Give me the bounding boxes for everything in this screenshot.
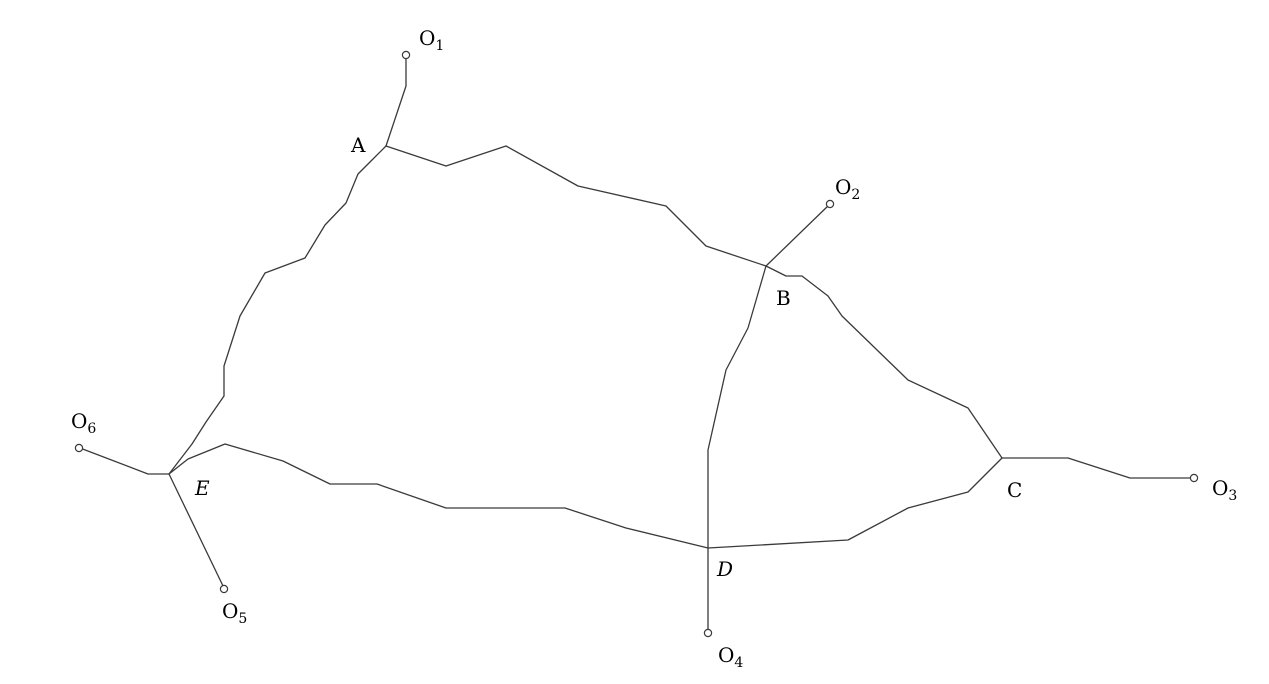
terminal-label-o6: O6 <box>71 409 96 437</box>
terminal-label-o4: O4 <box>718 643 743 671</box>
edge-c-o3 <box>1001 457 1195 479</box>
node-label-d: D <box>716 557 733 581</box>
terminal-o4-marker <box>703 628 713 638</box>
node-label-e: E <box>194 476 210 500</box>
node-label-c: C <box>1007 478 1022 502</box>
terminal-label-o2: O2 <box>835 175 860 203</box>
terminal-o2-marker <box>825 199 835 209</box>
edge-b-d <box>707 265 767 549</box>
terminal-o3-marker <box>1189 473 1199 483</box>
node-label-b: B <box>776 286 791 310</box>
terminal-label-o1: O1 <box>419 26 444 54</box>
edge-b-c <box>765 265 1003 459</box>
terminal-o6-marker <box>74 443 84 453</box>
node-label-a: A <box>350 133 366 157</box>
edge-e-d <box>168 443 709 549</box>
terminal-o5-marker <box>219 584 229 594</box>
edge-a-o1 <box>385 55 407 147</box>
terminal-o1-marker <box>401 50 411 60</box>
terminal-label-o5: O5 <box>222 599 247 627</box>
edge-e-o6 <box>79 447 170 475</box>
edge-e-o5 <box>168 473 225 589</box>
edge-d-c <box>707 457 1003 549</box>
edge-a-b <box>385 145 767 267</box>
terminal-label-o3: O3 <box>1212 476 1237 504</box>
edge-a-e <box>168 145 387 475</box>
edge-b-o2 <box>765 203 831 267</box>
